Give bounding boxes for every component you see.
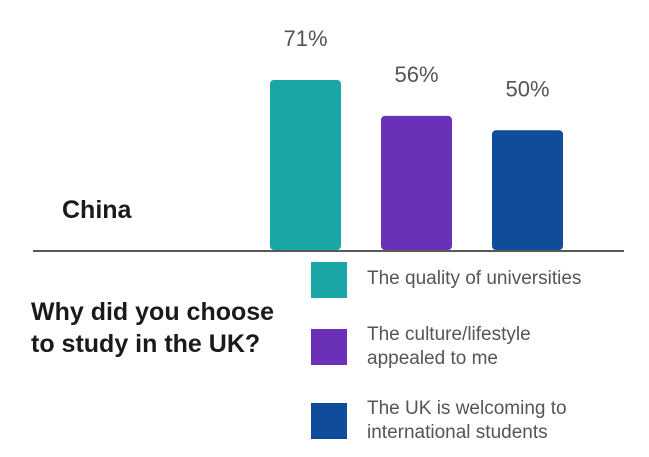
region-label: China — [62, 196, 132, 224]
chart-question: Why did you choose to study in the UK? — [31, 298, 275, 358]
legend-label-quality-line-1: The quality of universities — [367, 268, 582, 289]
legend-label-welcoming-line-2: international students — [367, 422, 548, 443]
bar-welcoming — [492, 130, 563, 250]
legend-label-culture-line-1: The culture/lifestyle — [367, 324, 531, 345]
legend-label-culture-line-2: appealed to me — [367, 348, 498, 369]
value-label-welcoming: 50% — [505, 76, 549, 101]
value-label-culture: 56% — [394, 62, 438, 87]
legend-item-welcoming: The UK is welcoming to international stu… — [311, 397, 631, 445]
legend-label-quality: The quality of universities — [367, 267, 627, 291]
legend-swatch-quality — [311, 262, 347, 298]
legend-label-welcoming: The UK is welcoming to international stu… — [367, 397, 627, 445]
bar-culture — [381, 115, 452, 250]
legend-item-quality: The quality of universities — [311, 262, 631, 306]
legend-label-culture: The culture/lifestyle appealed to me — [367, 323, 627, 371]
legend-label-welcoming-line-1: The UK is welcoming to — [367, 398, 567, 419]
legend-item-culture: The culture/lifestyle appealed to me — [311, 323, 631, 371]
legend-swatch-culture — [311, 329, 347, 365]
legend-swatch-welcoming — [311, 403, 347, 439]
value-label-quality: 71% — [283, 26, 327, 51]
bar-quality — [270, 80, 341, 250]
